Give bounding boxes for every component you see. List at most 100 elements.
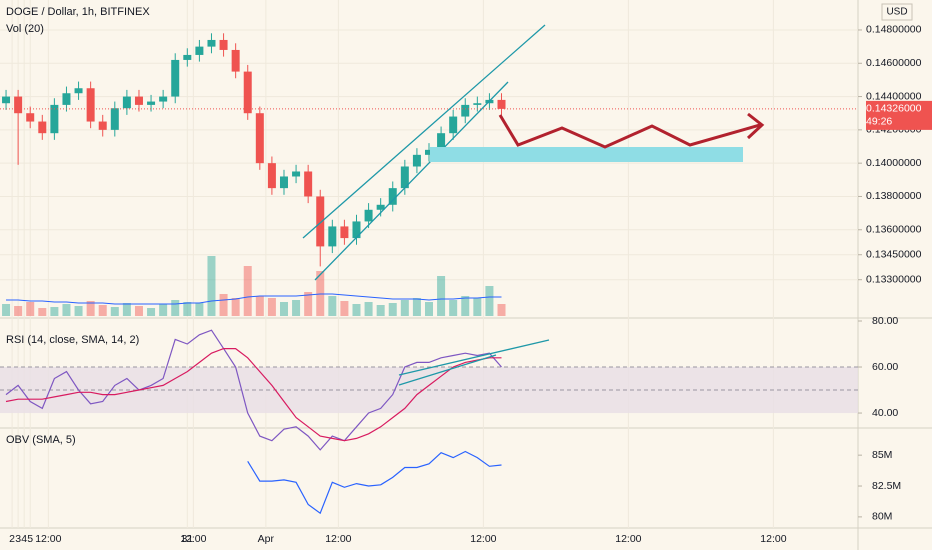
candle-body [134,96,143,105]
candle-body [2,96,11,104]
projection-arrow [498,114,761,149]
volume-bar [134,306,143,316]
y-tick-label: 85M [872,449,892,461]
drawings [302,24,765,386]
x-tick-label: 12:00 [470,533,496,545]
volume-bar [50,307,59,316]
volume-bar [485,286,494,316]
candle-body [147,101,156,105]
x-tick-label: 31 [181,533,193,545]
candle-body [255,113,264,164]
candle-body [267,163,276,189]
candle-body [98,121,107,130]
volume-bar [279,302,288,316]
candle-body [14,96,23,114]
x-tick-label: 12:00 [615,533,641,545]
volume-bar [195,303,204,316]
candle-body [122,96,131,109]
volume-bar [207,256,216,316]
y-tick-label: 80M [872,511,892,523]
y-tick-label: 0.13800000 [866,190,922,202]
candle-body [425,149,433,155]
volume-bar [425,302,433,316]
candle-body [231,49,240,72]
candle-body [473,103,482,105]
volume-bar [171,300,180,316]
volume-bar [304,292,313,316]
rsi-title: RSI (14, close, SMA, 14, 2) [6,334,139,346]
volume-ma-line [6,293,502,305]
last-price-label: 0.14326000 [866,103,922,115]
volume-bar [388,303,397,316]
last-price-box [866,100,932,130]
volume-bar [74,306,83,316]
indicator-line [5,348,502,442]
candle-body [38,121,47,134]
x-tick-label: 12:00 [180,533,206,545]
trend-line [302,24,546,239]
y-tick-label: 0.14400000 [866,90,922,102]
candle-body [74,88,83,94]
volume-bar [267,298,276,316]
candle-body [243,71,252,114]
candle-body [412,154,421,167]
volume-bar [437,276,446,316]
y-tick-label: 0.14800000 [866,24,922,36]
volume-bar [62,304,71,316]
volume-bar [219,294,228,316]
x-tick-label: 12:00 [760,533,786,545]
volume-bar [110,307,119,316]
volume-bar [183,302,192,316]
candle-body [352,221,361,239]
volume-bar [292,300,301,316]
rsi-trend-line [398,339,550,376]
y-tick-label: 0.13300000 [866,273,922,285]
candle-body [62,93,71,105]
volume-bar [473,298,482,316]
volume-bar [255,296,264,316]
candle-body [26,113,35,122]
y-tick-label: 0.14600000 [866,57,922,69]
candle-body [304,171,313,197]
y-tick-label: 60.00 [872,361,898,373]
candle-body [159,96,168,102]
y-tick-label: 40.00 [872,407,898,419]
volume-bar [243,266,252,316]
volume-bar [449,300,458,316]
volume-bar [98,305,107,316]
y-tick-label: 0.13450000 [866,249,922,261]
candle-body [110,108,119,130]
chart-title: DOGE / Dollar, 1h, BITFINEX [6,6,150,18]
x-tick-label: 3 [15,533,21,545]
candle-body [388,188,397,205]
volume-bar [352,304,361,316]
zone [430,147,743,162]
volume-bar [14,306,23,316]
volume-bar [38,308,47,316]
volume-bar [147,308,156,316]
volume-bar [2,304,11,316]
candle-body [50,104,59,134]
indicator-line [5,329,502,451]
x-tick-label: 12:00 [325,533,351,545]
unit-box[interactable] [881,3,913,21]
volume-bar [122,303,131,316]
candle-body [376,204,385,210]
candle-body [316,196,325,247]
volume-bar [86,301,95,316]
y-tick-label: 0.13600000 [866,224,922,236]
volume-bar [412,298,421,316]
countdown-label: 49:26 [866,116,892,128]
volume-bar [26,302,35,316]
candle-body [195,46,204,55]
trend-line [314,81,509,281]
candle-body [340,226,349,239]
candle-body [497,99,506,109]
obv-title: OBV (SMA, 5) [6,434,76,446]
x-tick-label: 12:00 [35,533,61,545]
unit-label[interactable]: USD [886,7,907,18]
volume-bar [328,296,337,316]
volume-bar [340,301,349,316]
